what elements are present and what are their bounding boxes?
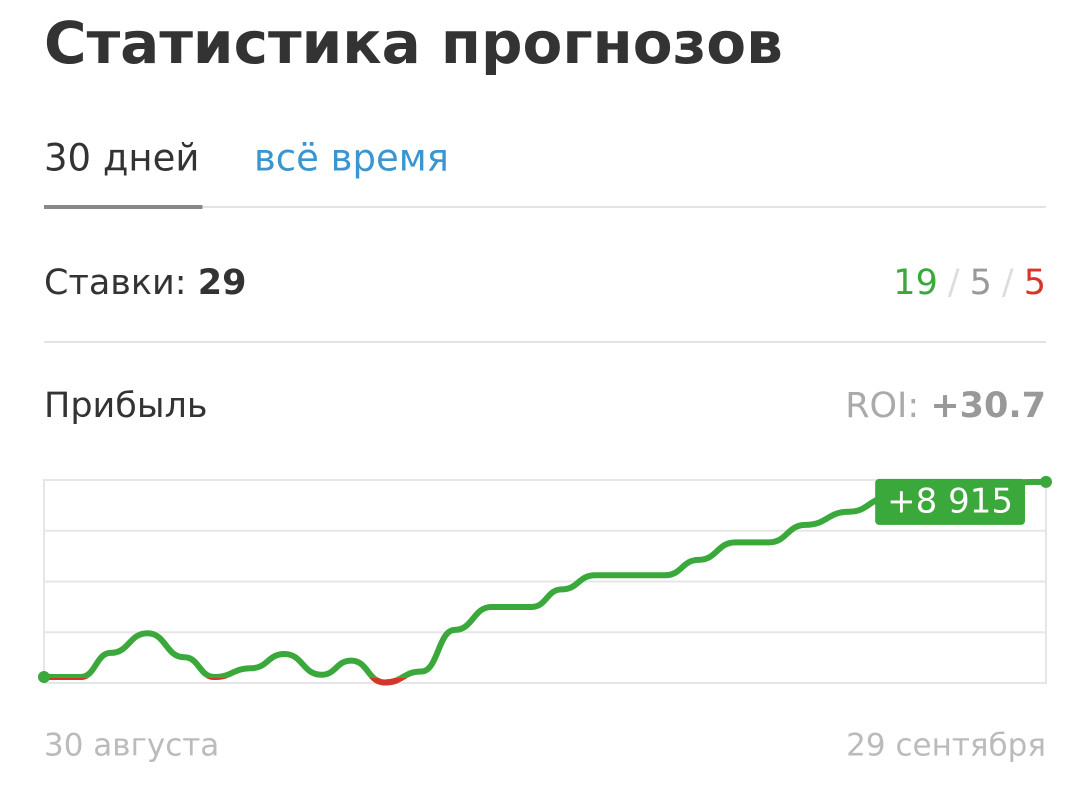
- bets-total: 29: [198, 263, 247, 303]
- roi-value: +30.7: [930, 386, 1046, 426]
- badge-bg: [875, 478, 1025, 525]
- endpoint: [1040, 475, 1052, 488]
- endpoint: [38, 670, 50, 683]
- x-start-label: 30 августа: [44, 728, 219, 764]
- bets-returned: 5: [970, 263, 992, 303]
- value-label: +8 915: [887, 481, 1013, 521]
- tab[interactable]: всё время: [254, 137, 449, 180]
- profit-line: [44, 478, 1047, 686]
- x-end-label: 29 сентября: [846, 728, 1046, 764]
- bets-lost: 5: [1024, 263, 1046, 303]
- separator: /: [1002, 263, 1014, 303]
- tabs-divider: [44, 206, 1046, 208]
- roi-label: ROI:: [845, 386, 919, 426]
- bets-label: Ставки:: [44, 263, 187, 303]
- tab[interactable]: 30 дней: [44, 137, 199, 180]
- plot: +8 915: [38, 475, 1052, 686]
- value-badge: +8 915: [875, 478, 1025, 525]
- bets-won: 19: [893, 263, 938, 303]
- active-tab-indicator: [44, 205, 203, 209]
- separator: /: [948, 263, 960, 303]
- bets-breakdown: 19/5/5: [893, 263, 1046, 303]
- page-title: Статистика прогнозов: [44, 9, 783, 77]
- divider: [44, 341, 1046, 343]
- roi: ROI: +30.7: [845, 386, 1046, 426]
- bets-row: Ставки: 29: [44, 263, 246, 303]
- profit-label: Прибыль: [44, 386, 208, 426]
- chart-grid: [43, 479, 1047, 684]
